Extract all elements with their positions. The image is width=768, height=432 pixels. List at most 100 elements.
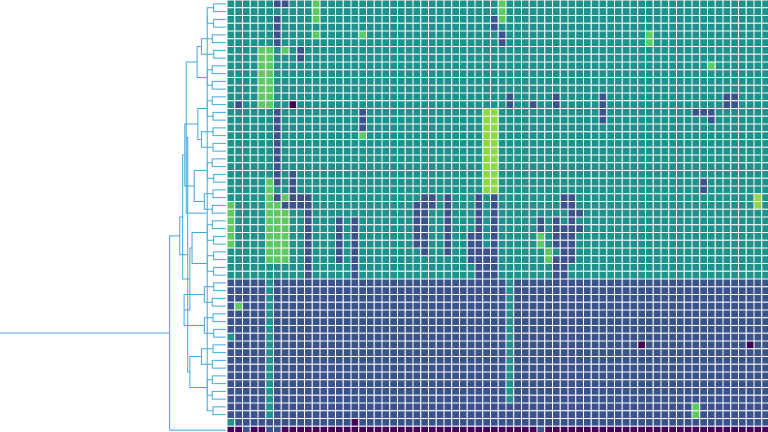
heatmap-cell — [335, 201, 344, 210]
heatmap-cell — [738, 61, 747, 71]
heatmap-cell — [730, 108, 739, 117]
heatmap-cell — [234, 154, 243, 164]
heatmap-cell — [730, 84, 739, 94]
heatmap-cell — [257, 154, 267, 164]
heatmap-cell — [428, 402, 437, 412]
heatmap-cell — [474, 379, 484, 388]
heatmap-cell — [435, 394, 445, 404]
heatmap-cell — [350, 232, 360, 241]
heatmap-cell — [536, 216, 546, 226]
heatmap-cell — [629, 379, 639, 388]
heatmap-cell — [761, 146, 768, 156]
heatmap-cell — [273, 53, 282, 63]
heatmap-cell — [528, 232, 538, 241]
heatmap-cell — [397, 22, 406, 32]
heatmap-cell — [606, 278, 615, 288]
heatmap-cell — [528, 139, 538, 148]
heatmap-cell — [544, 7, 553, 16]
heatmap-cell — [745, 15, 755, 24]
heatmap-cell — [466, 30, 476, 40]
heatmap-cell — [528, 309, 538, 319]
heatmap-cell — [583, 61, 592, 71]
heatmap-cell — [505, 30, 515, 40]
heatmap-cell — [342, 410, 352, 419]
heatmap-cell — [474, 30, 484, 40]
heatmap-cell — [583, 100, 592, 109]
heatmap-cell — [242, 387, 251, 396]
heatmap-cell — [482, 162, 491, 171]
heatmap-cell — [443, 100, 453, 109]
heatmap-cell — [474, 69, 484, 78]
heatmap-cell — [699, 208, 708, 218]
heatmap-cell — [451, 108, 460, 117]
heatmap-cell — [528, 332, 538, 342]
heatmap-cell — [722, 309, 732, 319]
heatmap-cell — [544, 340, 553, 350]
heatmap-cell — [629, 239, 639, 249]
heatmap-cell — [645, 177, 654, 187]
heatmap-cell — [474, 84, 484, 94]
heatmap-cell — [358, 317, 367, 326]
heatmap-cell — [412, 77, 422, 86]
heatmap-cell — [335, 232, 344, 241]
heatmap-cell — [428, 123, 437, 133]
heatmap-cell — [761, 69, 768, 78]
heatmap-cell — [691, 332, 701, 342]
heatmap-cell — [280, 325, 290, 334]
heatmap-cell — [304, 294, 313, 303]
heatmap-cell — [226, 332, 236, 342]
heatmap-cell — [606, 371, 615, 381]
heatmap-cell — [404, 325, 414, 334]
heatmap-cell — [714, 317, 724, 326]
heatmap-cell — [722, 278, 732, 288]
heatmap-cell — [513, 185, 522, 195]
heatmap-cell — [738, 239, 747, 249]
heatmap-cell — [249, 363, 259, 373]
heatmap-cell — [761, 278, 768, 288]
heatmap-cell — [691, 216, 701, 226]
heatmap-cell — [714, 224, 724, 233]
heatmap-cell — [435, 131, 445, 140]
heatmap-cell — [505, 247, 515, 257]
heatmap-cell — [242, 325, 251, 334]
heatmap-cell — [614, 185, 623, 195]
heatmap-cell — [404, 115, 414, 125]
heatmap-cell — [350, 77, 360, 86]
heatmap-cell — [273, 177, 282, 187]
heatmap-cell — [327, 162, 336, 171]
heatmap-cell — [730, 387, 739, 396]
heatmap-cell — [482, 301, 491, 311]
heatmap-cell — [451, 139, 460, 148]
heatmap-cell — [722, 7, 732, 16]
heatmap-cell — [459, 0, 468, 9]
heatmap-cell — [761, 402, 768, 412]
heatmap-cell — [265, 371, 274, 381]
heatmap-cell — [745, 53, 755, 63]
heatmap-cell — [265, 425, 274, 432]
heatmap-cell — [435, 425, 445, 432]
heatmap-cell — [544, 201, 553, 210]
heatmap-cell — [373, 394, 383, 404]
heatmap-cell — [645, 394, 654, 404]
heatmap-cell — [660, 301, 670, 311]
heatmap-cell — [288, 77, 298, 86]
heatmap-cell — [404, 185, 414, 195]
heatmap-cell — [358, 309, 367, 319]
heatmap-cell — [311, 402, 321, 412]
heatmap-cell — [358, 263, 367, 272]
heatmap-cell — [645, 224, 654, 233]
heatmap-cell — [513, 100, 522, 109]
heatmap-cell — [443, 410, 453, 419]
heatmap-cell — [714, 139, 724, 148]
heatmap-cell — [521, 131, 530, 140]
heatmap-cell — [296, 371, 305, 381]
heatmap-cell — [707, 139, 716, 148]
heatmap-cell — [552, 340, 561, 350]
heatmap-cell — [373, 418, 383, 427]
heatmap-cell — [536, 309, 546, 319]
heatmap-cell — [606, 146, 615, 156]
heatmap-cell — [660, 115, 670, 125]
heatmap-cell — [335, 255, 344, 264]
heatmap-cell — [304, 170, 313, 179]
heatmap-cell — [730, 123, 739, 133]
